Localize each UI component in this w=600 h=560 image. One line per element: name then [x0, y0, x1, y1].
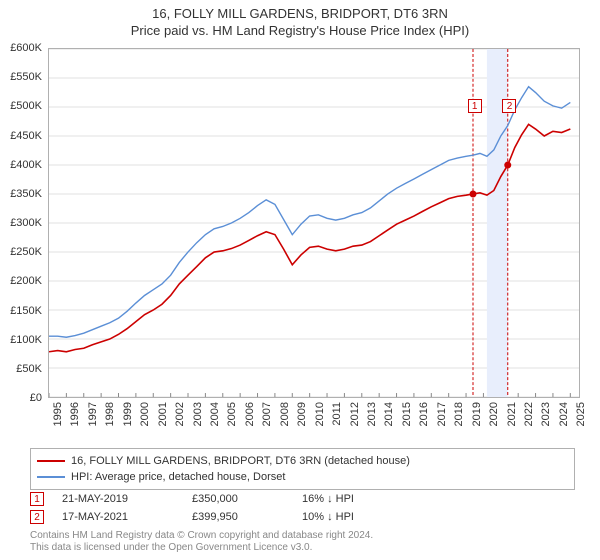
x-tick-label: 2009	[296, 402, 308, 426]
y-tick-label: £300K	[10, 217, 42, 229]
legend-row: HPI: Average price, detached house, Dors…	[37, 469, 568, 485]
y-tick-label: £200K	[10, 275, 42, 287]
legend-swatch	[37, 460, 65, 462]
x-tick-label: 2021	[506, 402, 518, 426]
x-tick-label: 2019	[471, 402, 483, 426]
x-tick-label: 2020	[488, 402, 500, 426]
title-main: 16, FOLLY MILL GARDENS, BRIDPORT, DT6 3R…	[0, 6, 600, 21]
marker-row: 2 17-MAY-2021£399,95010% ↓ HPI	[30, 508, 575, 526]
y-tick-label: £600K	[10, 42, 42, 54]
marker-badge: 2	[30, 510, 44, 524]
x-tick-label: 2011	[331, 402, 343, 426]
y-tick-label: £400K	[10, 159, 42, 171]
legend-row: 16, FOLLY MILL GARDENS, BRIDPORT, DT6 3R…	[37, 453, 568, 469]
x-tick-label: 2023	[540, 402, 552, 426]
x-tick-label: 2025	[575, 402, 587, 426]
marker-badge-top: 2	[502, 99, 516, 113]
x-tick-label: 2017	[436, 402, 448, 426]
x-tick-label: 2000	[139, 402, 151, 426]
footer: Contains HM Land Registry data © Crown c…	[30, 530, 575, 554]
marker-badges-top: 12	[49, 97, 581, 115]
x-tick-label: 2004	[209, 402, 221, 426]
x-tick-label: 1995	[52, 402, 64, 426]
title-sub: Price paid vs. HM Land Registry's House …	[0, 23, 600, 38]
y-tick-label: £0	[30, 392, 42, 404]
x-tick-label: 2006	[244, 402, 256, 426]
footer-line-2: This data is licensed under the Open Gov…	[30, 542, 575, 554]
marker-date: 21-MAY-2019	[62, 493, 192, 505]
x-tick-label: 2018	[453, 402, 465, 426]
y-tick-label: £450K	[10, 130, 42, 142]
marker-delta: 16% ↓ HPI	[302, 493, 412, 505]
title-block: 16, FOLLY MILL GARDENS, BRIDPORT, DT6 3R…	[0, 0, 600, 38]
y-tick-label: £100K	[10, 334, 42, 346]
chart-container: { "title": { "main": "16, FOLLY MILL GAR…	[0, 0, 600, 560]
x-tick-label: 2015	[401, 402, 413, 426]
x-tick-label: 2022	[523, 402, 535, 426]
x-tick-label: 2002	[174, 402, 186, 426]
marker-row: 1 21-MAY-2019£350,00016% ↓ HPI	[30, 490, 575, 508]
marker-badge: 1	[30, 492, 44, 506]
x-tick-label: 2016	[418, 402, 430, 426]
legend: 16, FOLLY MILL GARDENS, BRIDPORT, DT6 3R…	[30, 448, 575, 490]
x-tick-label: 2003	[192, 402, 204, 426]
x-tick-label: 2013	[366, 402, 378, 426]
y-tick-label: £250K	[10, 246, 42, 258]
marker-price: £350,000	[192, 493, 302, 505]
y-tick-label: £150K	[10, 305, 42, 317]
marker-table: 1 21-MAY-2019£350,00016% ↓ HPI 2 17-MAY-202…	[30, 490, 575, 526]
legend-label: 16, FOLLY MILL GARDENS, BRIDPORT, DT6 3R…	[71, 455, 410, 467]
y-tick-label: £50K	[16, 363, 42, 375]
chart-plot-area: 12	[48, 48, 580, 398]
marker-badge-top: 1	[468, 99, 482, 113]
marker-date: 17-MAY-2021	[62, 511, 192, 523]
x-tick-label: 1998	[104, 402, 116, 426]
x-tick-label: 2001	[157, 402, 169, 426]
x-tick-label: 2008	[279, 402, 291, 426]
y-tick-label: £550K	[10, 71, 42, 83]
x-tick-label: 2007	[261, 402, 273, 426]
y-axis-labels: £0£50K£100K£150K£200K£250K£300K£350K£400…	[0, 48, 46, 398]
x-tick-label: 2005	[226, 402, 238, 426]
marker-price: £399,950	[192, 511, 302, 523]
x-axis-labels: 1995 1996 1997 1998 1999 2000 2001 2002 2003 2004…	[48, 398, 580, 448]
footer-line-1: Contains HM Land Registry data © Crown c…	[30, 530, 575, 542]
y-tick-label: £500K	[10, 100, 42, 112]
legend-label: HPI: Average price, detached house, Dors…	[71, 471, 285, 483]
x-tick-label: 2024	[558, 402, 570, 426]
y-tick-label: £350K	[10, 188, 42, 200]
x-tick-label: 1999	[122, 402, 134, 426]
x-tick-label: 2012	[349, 402, 361, 426]
marker-delta: 10% ↓ HPI	[302, 511, 412, 523]
x-tick-label: 1996	[69, 402, 81, 426]
x-tick-label: 2014	[383, 402, 395, 426]
legend-swatch	[37, 476, 65, 478]
x-tick-label: 2010	[314, 402, 326, 426]
x-tick-label: 1997	[87, 402, 99, 426]
